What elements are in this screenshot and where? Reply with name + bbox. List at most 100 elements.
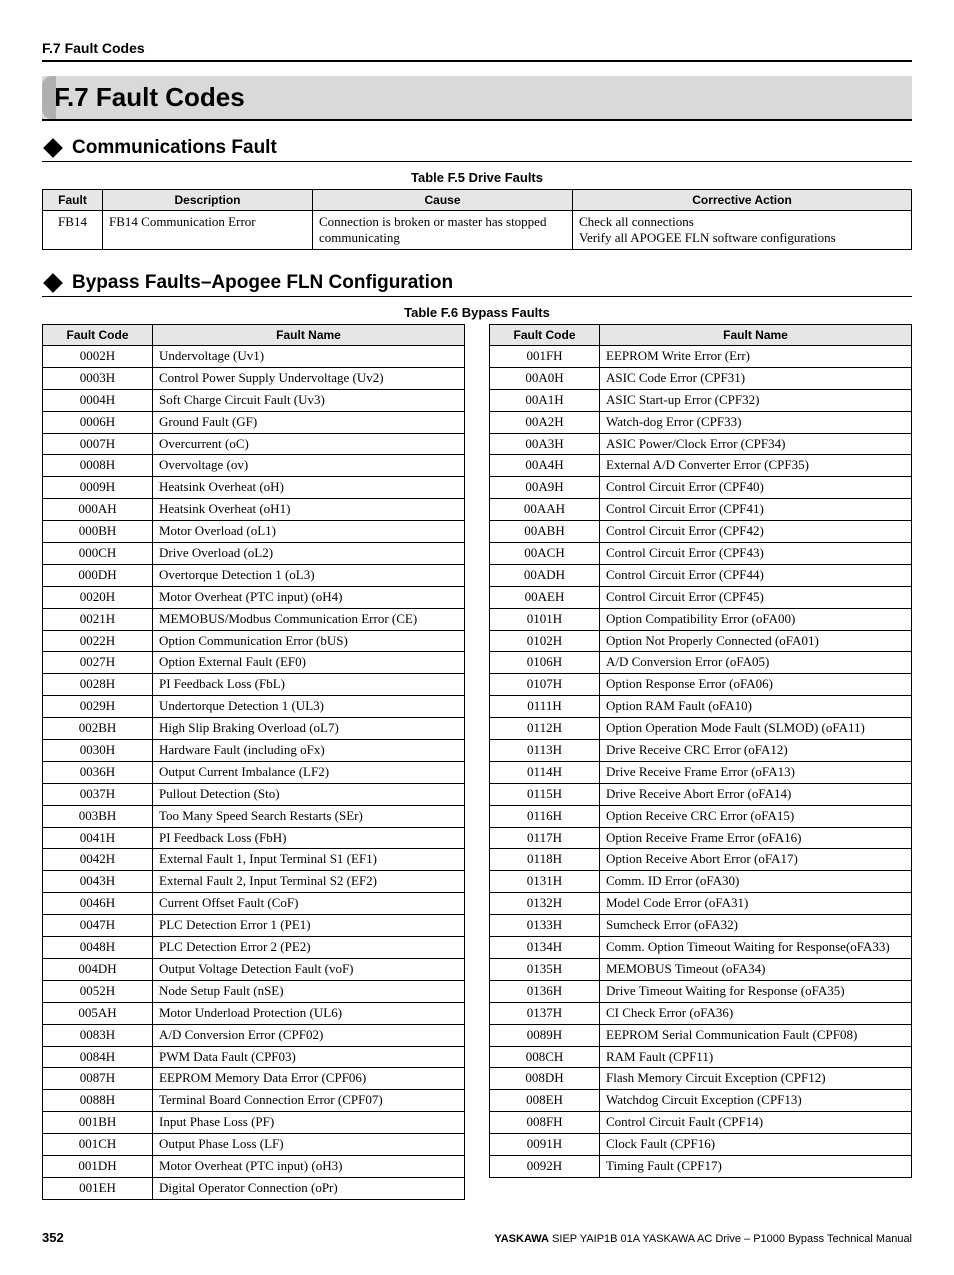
fault-code-cell: 008FH bbox=[490, 1112, 600, 1134]
fault-name-cell: Drive Receive CRC Error (oFA12) bbox=[600, 740, 912, 762]
fault-code-cell: 0021H bbox=[43, 608, 153, 630]
fault-name-cell: Overcurrent (oC) bbox=[153, 433, 465, 455]
fault-code-cell: 002BH bbox=[43, 718, 153, 740]
table-row: 008FHControl Circuit Fault (CPF14) bbox=[490, 1112, 912, 1134]
fault-code-cell: 0101H bbox=[490, 608, 600, 630]
fault-name-cell: Drive Overload (oL2) bbox=[153, 543, 465, 565]
fault-code-cell: 000AH bbox=[43, 499, 153, 521]
fault-name-cell: Control Circuit Error (CPF40) bbox=[600, 477, 912, 499]
table-f6-caption: Table F.6 Bypass Faults bbox=[42, 305, 912, 320]
fault-code-cell: 005AH bbox=[43, 1002, 153, 1024]
fault-name-cell: Watch-dog Error (CPF33) bbox=[600, 411, 912, 433]
fault-name-cell: Option Operation Mode Fault (SLMOD) (oFA… bbox=[600, 718, 912, 740]
subsection2-title: Bypass Faults–Apogee FLN Configuration bbox=[72, 272, 453, 294]
table-row: 0043HExternal Fault 2, Input Terminal S2… bbox=[43, 871, 465, 893]
fault-name-cell: Comm. Option Timeout Waiting for Respons… bbox=[600, 937, 912, 959]
table-row: 0089HEEPROM Serial Communication Fault (… bbox=[490, 1024, 912, 1046]
fault-name-cell: MEMOBUS/Modbus Communication Error (CE) bbox=[153, 608, 465, 630]
fault-name-cell: Option Not Properly Connected (oFA01) bbox=[600, 630, 912, 652]
table-row: 0117HOption Receive Frame Error (oFA16) bbox=[490, 827, 912, 849]
fault-code-cell: 0133H bbox=[490, 915, 600, 937]
fault-code-cell: 0052H bbox=[43, 980, 153, 1002]
fault-code-cell: 00A2H bbox=[490, 411, 600, 433]
df-r1c3: Connection is broken or master has stopp… bbox=[313, 211, 573, 250]
fault-name-cell: A/D Conversion Error (CPF02) bbox=[153, 1024, 465, 1046]
fault-code-cell: 008DH bbox=[490, 1068, 600, 1090]
table-row: 008CHRAM Fault (CPF11) bbox=[490, 1046, 912, 1068]
fault-name-cell: Output Phase Loss (LF) bbox=[153, 1134, 465, 1156]
table-row: 0020HMotor Overheat (PTC input) (oH4) bbox=[43, 586, 465, 608]
table-row: 0046HCurrent Offset Fault (CoF) bbox=[43, 893, 465, 915]
table-row: 0027HOption External Fault (EF0) bbox=[43, 652, 465, 674]
table-row: 0008HOvervoltage (ov) bbox=[43, 455, 465, 477]
fault-code-cell: 0008H bbox=[43, 455, 153, 477]
fault-code-cell: 00A9H bbox=[490, 477, 600, 499]
table-row: 00ACHControl Circuit Error (CPF43) bbox=[490, 543, 912, 565]
table-row: 004DHOutput Voltage Detection Fault (voF… bbox=[43, 958, 465, 980]
section-title: F.7 Fault Codes bbox=[44, 82, 245, 112]
fault-code-cell: 0131H bbox=[490, 871, 600, 893]
fault-name-cell: Flash Memory Circuit Exception (CPF12) bbox=[600, 1068, 912, 1090]
fault-name-cell: Digital Operator Connection (oPr) bbox=[153, 1177, 465, 1199]
fault-name-cell: Option Compatibility Error (oFA00) bbox=[600, 608, 912, 630]
fault-name-cell: PI Feedback Loss (FbH) bbox=[153, 827, 465, 849]
table-row: 00A3HASIC Power/Clock Error (CPF34) bbox=[490, 433, 912, 455]
fault-code-cell: 0113H bbox=[490, 740, 600, 762]
table-row: 0084HPWM Data Fault (CPF03) bbox=[43, 1046, 465, 1068]
fault-name-cell: High Slip Braking Overload (oL7) bbox=[153, 718, 465, 740]
table-row: 00ADHControl Circuit Error (CPF44) bbox=[490, 564, 912, 586]
fault-name-cell: Output Current Imbalance (LF2) bbox=[153, 761, 465, 783]
table-row: 0136HDrive Timeout Waiting for Response … bbox=[490, 980, 912, 1002]
df-r1c2: FB14 Communication Error bbox=[103, 211, 313, 250]
page-number: 352 bbox=[42, 1230, 64, 1245]
fault-code-cell: 00A0H bbox=[490, 367, 600, 389]
fault-name-cell: ASIC Start-up Error (CPF32) bbox=[600, 389, 912, 411]
table-row: FB14 FB14 Communication Error Connection… bbox=[43, 211, 912, 250]
fault-name-cell: A/D Conversion Error (oFA05) bbox=[600, 652, 912, 674]
bypass-table-right: Fault Code Fault Name 001FHEEPROM Write … bbox=[489, 324, 912, 1178]
fault-name-cell: ASIC Power/Clock Error (CPF34) bbox=[600, 433, 912, 455]
fault-name-cell: Overvoltage (ov) bbox=[153, 455, 465, 477]
fault-code-cell: 0135H bbox=[490, 958, 600, 980]
fault-name-cell: Control Circuit Error (CPF45) bbox=[600, 586, 912, 608]
fault-name-cell: Too Many Speed Search Restarts (SEr) bbox=[153, 805, 465, 827]
table-row: 0037HPullout Detection (Sto) bbox=[43, 783, 465, 805]
fault-name-cell: Undertorque Detection 1 (UL3) bbox=[153, 696, 465, 718]
fault-name-cell: Current Offset Fault (CoF) bbox=[153, 893, 465, 915]
fault-code-cell: 0111H bbox=[490, 696, 600, 718]
bp-h-code: Fault Code bbox=[490, 325, 600, 346]
fault-name-cell: PLC Detection Error 1 (PE1) bbox=[153, 915, 465, 937]
fault-name-cell: Control Circuit Error (CPF43) bbox=[600, 543, 912, 565]
table-row: 00A0HASIC Code Error (CPF31) bbox=[490, 367, 912, 389]
table-row: 0021HMEMOBUS/Modbus Communication Error … bbox=[43, 608, 465, 630]
fault-code-cell: 0007H bbox=[43, 433, 153, 455]
fault-code-cell: 0029H bbox=[43, 696, 153, 718]
fault-code-cell: 00ACH bbox=[490, 543, 600, 565]
subsection1-title: Communications Fault bbox=[72, 137, 277, 159]
fault-name-cell: Option RAM Fault (oFA10) bbox=[600, 696, 912, 718]
table-row: 0115HDrive Receive Abort Error (oFA14) bbox=[490, 783, 912, 805]
fault-code-cell: 0137H bbox=[490, 1002, 600, 1024]
fault-code-cell: 0030H bbox=[43, 740, 153, 762]
fault-code-cell: 0037H bbox=[43, 783, 153, 805]
fault-code-cell: 003BH bbox=[43, 805, 153, 827]
table-row: 0092HTiming Fault (CPF17) bbox=[490, 1155, 912, 1177]
fault-code-cell: 0020H bbox=[43, 586, 153, 608]
fault-code-cell: 0112H bbox=[490, 718, 600, 740]
table-row: 0112HOption Operation Mode Fault (SLMOD)… bbox=[490, 718, 912, 740]
table-row: 001CHOutput Phase Loss (LF) bbox=[43, 1134, 465, 1156]
fault-name-cell: Output Voltage Detection Fault (voF) bbox=[153, 958, 465, 980]
table-row: 0116HOption Receive CRC Error (oFA15) bbox=[490, 805, 912, 827]
subsection-comm-fault: Communications Fault bbox=[42, 137, 912, 162]
fault-code-cell: 0136H bbox=[490, 980, 600, 1002]
fault-name-cell: Motor Overheat (PTC input) (oH4) bbox=[153, 586, 465, 608]
fault-name-cell: Option Receive Frame Error (oFA16) bbox=[600, 827, 912, 849]
fault-name-cell: Motor Overload (oL1) bbox=[153, 521, 465, 543]
table-row: 0131HComm. ID Error (oFA30) bbox=[490, 871, 912, 893]
fault-name-cell: Overtorque Detection 1 (oL3) bbox=[153, 564, 465, 586]
fault-name-cell: Drive Receive Frame Error (oFA13) bbox=[600, 761, 912, 783]
fault-code-cell: 0009H bbox=[43, 477, 153, 499]
fault-code-cell: 0041H bbox=[43, 827, 153, 849]
table-row: 0029HUndertorque Detection 1 (UL3) bbox=[43, 696, 465, 718]
table-row: 00A4HExternal A/D Converter Error (CPF35… bbox=[490, 455, 912, 477]
